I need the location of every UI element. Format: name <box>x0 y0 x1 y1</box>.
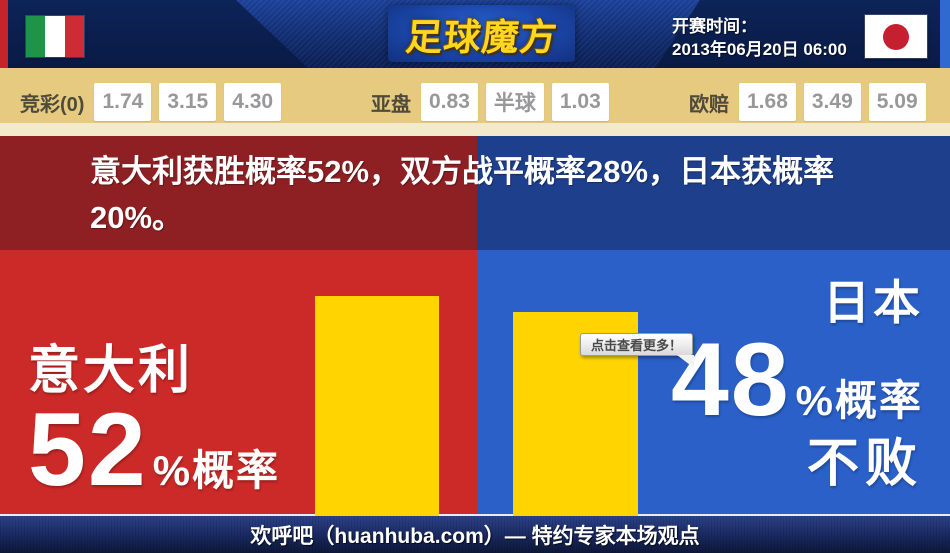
oupei-label: 欧赔 <box>689 93 729 116</box>
logo-panel: 足球魔方 <box>388 5 575 62</box>
see-more-tooltip[interactable]: 点击查看更多！ <box>580 333 695 368</box>
yapan-label: 亚盘 <box>371 93 411 116</box>
away-team-name: 日本 <box>823 276 923 329</box>
home-percent-suffix: %概率 <box>152 447 281 494</box>
header-bar: 足球魔方 开赛时间： 2013年06月20日 06:00 <box>0 0 950 68</box>
yapan-away-odds[interactable]: 1.03 <box>551 83 609 121</box>
jingcai-draw-odds[interactable]: 3.15 <box>159 83 217 121</box>
kickoff-value: 2013年06月20日 06:00 <box>672 40 847 59</box>
jingcai-label: 竞彩(0) <box>20 93 85 116</box>
odds-group-oupei: 欧赔 1.68 3.49 5.09 <box>689 83 934 121</box>
right-edge-strip <box>940 0 950 68</box>
left-edge-strip <box>0 0 8 68</box>
kickoff-label: 开赛时间： <box>672 17 757 36</box>
jingcai-home-odds[interactable]: 1.74 <box>94 83 152 121</box>
jingcai-away-odds[interactable]: 4.30 <box>224 83 282 121</box>
away-panel-dark-band <box>477 136 950 250</box>
away-result-label: 不败 <box>806 434 923 493</box>
see-more-label: 点击查看更多！ <box>591 338 683 353</box>
odds-group-yapan: 亚盘 0.83 半球 1.03 <box>371 83 617 121</box>
oupei-away-odds[interactable]: 5.09 <box>868 83 926 121</box>
prediction-summary: 意大利获胜概率52%，双方战平概率28%，日本获概率20%。 <box>90 154 835 235</box>
home-percent-value: 52 <box>28 392 148 508</box>
kickoff-time: 开赛时间： 2013年06月20日 06:00 <box>672 15 847 61</box>
odds-bar: 竞彩(0) 1.74 3.15 4.30 亚盘 0.83 半球 1.03 欧赔 … <box>0 68 950 136</box>
yapan-home-odds[interactable]: 0.83 <box>421 83 478 121</box>
footer-separator <box>0 514 950 516</box>
oupei-home-odds[interactable]: 1.68 <box>739 83 796 121</box>
prediction-panel: 意大利获胜概率52%，双方战平概率28%，日本获概率20%。 意大利 52 %概… <box>0 136 950 516</box>
away-percent-suffix: %概率 <box>795 377 923 424</box>
home-team-name: 意大利 <box>28 342 194 400</box>
away-stats: 日本 48 %概率 不败 <box>671 276 923 494</box>
home-panel-dark-band <box>0 136 477 250</box>
footer-text: 欢呼吧（huanhuba.com）— 特约专家本场观点 <box>250 524 700 548</box>
home-stats: 意大利 52 %概率 <box>28 342 280 502</box>
odds-group-jingcai: 竞彩(0) 1.74 3.15 4.30 <box>20 83 289 121</box>
yapan-handicap[interactable]: 半球 <box>485 83 544 121</box>
japan-flag-icon <box>865 15 927 58</box>
oupei-draw-odds[interactable]: 3.49 <box>803 83 861 121</box>
footer-bar: 欢呼吧（huanhuba.com）— 特约专家本场观点 <box>0 516 950 553</box>
home-probability-bar[interactable] <box>315 296 439 516</box>
japan-flag-sun <box>883 23 909 50</box>
site-logo[interactable]: 足球魔方 <box>403 16 559 58</box>
italy-flag-icon <box>26 16 84 57</box>
